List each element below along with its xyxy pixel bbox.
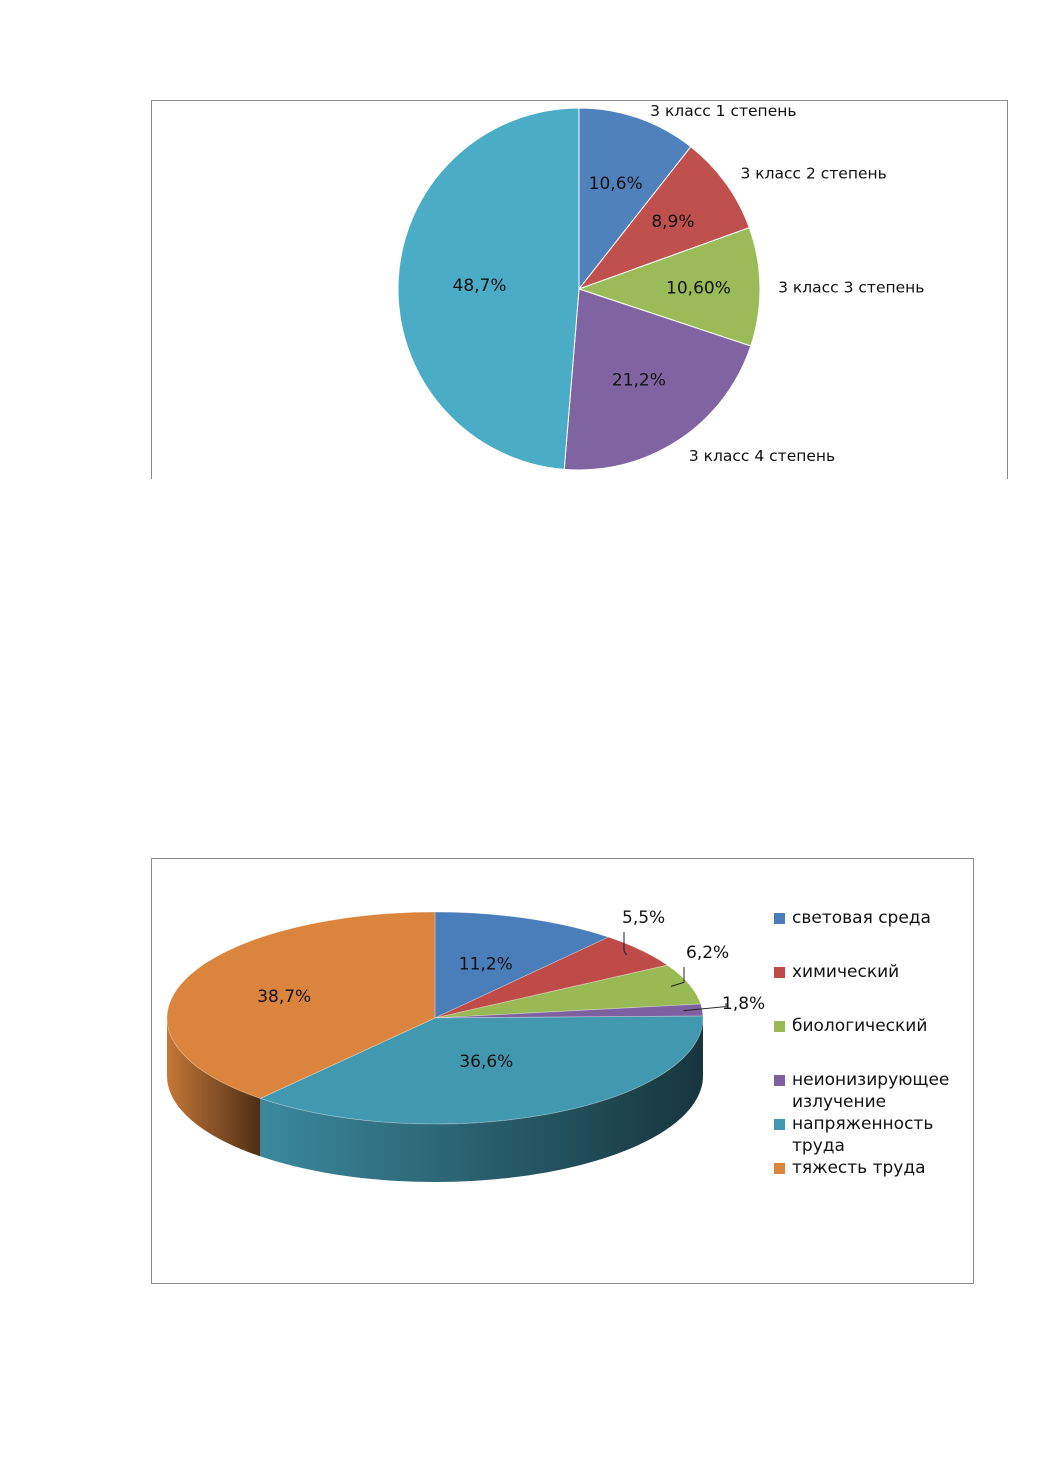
- data-label-3: 10,60%: [666, 278, 731, 298]
- data-label-4: 21,2%: [612, 371, 666, 391]
- legend-label: световая среда: [792, 908, 931, 928]
- data-label-2: 8,9%: [651, 212, 694, 232]
- category-label-3: 3 класс 3 степень: [778, 278, 924, 296]
- pie-slice-5: [397, 107, 580, 470]
- data-label-5: 36,6%: [459, 1052, 513, 1072]
- pie-chart-2-plot: 11,2% 5,5% 6,2% 1,8% 36,6% 38,7%: [166, 908, 765, 1182]
- legend-label: неионизирующее: [792, 1070, 950, 1090]
- pie-slice-4: [434, 1003, 704, 1019]
- data-label-2: 5,5%: [622, 908, 665, 928]
- legend-item-6: тяжесть труда: [772, 1157, 972, 1179]
- pie-slice-3: [434, 964, 702, 1019]
- legend-swatch-6: [774, 1163, 785, 1174]
- chart-legend: световая среда химический биологический неи…: [772, 907, 972, 1179]
- legend-swatch-1: [774, 913, 785, 924]
- legend-swatch-5: [774, 1119, 785, 1130]
- data-label-1: 11,2%: [459, 954, 513, 974]
- pie-chart-factors-3d: 11,2% 5,5% 6,2% 1,8% 36,6% 38,7% световая сре…: [151, 858, 974, 1284]
- pie-slice-6: [166, 911, 436, 1099]
- pie-slice-3: [577, 227, 761, 347]
- legend-item-2: химический: [772, 961, 972, 983]
- pie-slice-2: [434, 936, 669, 1019]
- pie-side-5: [260, 1018, 703, 1182]
- category-label-2: 3 класс 2 степень: [740, 164, 886, 182]
- leader-line-3: [670, 967, 685, 987]
- legend-swatch-2: [774, 967, 785, 978]
- pie-chart-class-degree: 10,6% 8,9% 10,60% 21,2% 48,7% 3 класс 1 степе…: [151, 100, 1008, 479]
- data-label-1: 10,6%: [589, 174, 643, 194]
- data-label-4: 1,8%: [722, 994, 765, 1014]
- pie-chart-1-plot: 10,6% 8,9% 10,60% 21,2% 48,7% 3 класс 1 степе…: [397, 102, 924, 471]
- legend-swatch-3: [774, 1021, 785, 1032]
- legend-label: излучение: [792, 1092, 887, 1112]
- legend-label: химический: [792, 962, 900, 982]
- legend-item-1: световая среда: [772, 907, 972, 929]
- legend-label: труда: [792, 1136, 845, 1156]
- pie-slice-2: [577, 145, 750, 291]
- pie-slice-1: [578, 107, 692, 291]
- legend-item-3: биологический: [772, 1015, 972, 1037]
- pie-side-6: [167, 1018, 261, 1157]
- category-label-4: 3 класс 4 степень: [689, 447, 835, 465]
- pie-slice-5: [259, 1015, 704, 1125]
- legend-label: биологический: [792, 1016, 928, 1036]
- legend-item-4: неионизирующее излучение: [772, 1069, 972, 1113]
- legend-label: тяжесть труда: [792, 1158, 926, 1178]
- data-label-6: 38,7%: [257, 987, 311, 1007]
- leader-line-2: [623, 932, 627, 956]
- data-label-5: 48,7%: [453, 276, 507, 296]
- pie-slice-4: [563, 288, 752, 471]
- category-label-1: 3 класс 1 степень: [650, 102, 796, 120]
- legend-swatch-4: [774, 1075, 785, 1086]
- legend-item-5: напряженность труда: [772, 1113, 972, 1157]
- data-label-3: 6,2%: [686, 943, 729, 963]
- pie-slice-1: [434, 911, 610, 1019]
- legend-label: напряженность: [792, 1114, 934, 1134]
- leader-line-4: [683, 1003, 727, 1012]
